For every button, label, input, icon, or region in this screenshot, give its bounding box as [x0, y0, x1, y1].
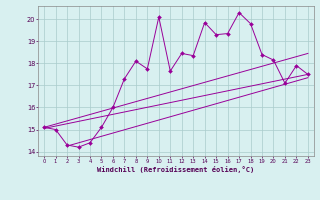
X-axis label: Windchill (Refroidissement éolien,°C): Windchill (Refroidissement éolien,°C) — [97, 166, 255, 173]
